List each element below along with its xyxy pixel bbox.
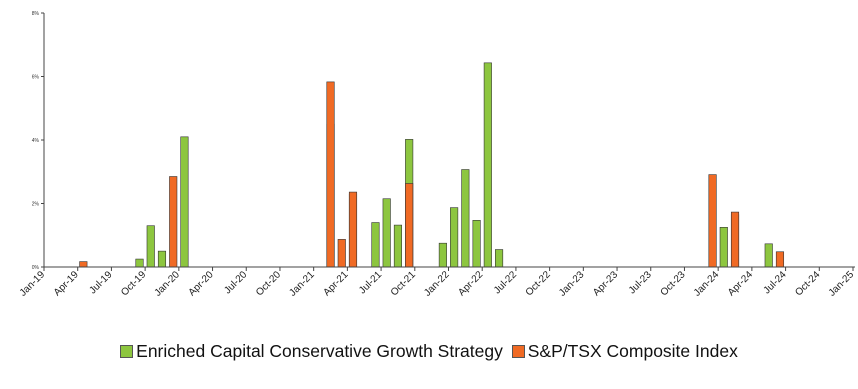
x-tick-label: Jul-20 [222, 269, 249, 296]
x-tick-label: Jan-20 [153, 269, 183, 299]
bar-series-2-mar-21 [337, 239, 346, 268]
bars [79, 62, 785, 268]
x-tick-label: Apr-22 [456, 269, 485, 298]
y-tick-label: 8% [32, 11, 40, 17]
bar-series-2-feb-21 [326, 81, 335, 268]
bar-series-2-apr-19 [79, 261, 88, 268]
y-tick-label: 4% [32, 138, 40, 144]
bar-series-1-apr-22 [483, 62, 492, 268]
x-tick-label: Apr-24 [726, 269, 755, 298]
x-tick-label: Jan-19 [18, 269, 48, 299]
legend-swatch-series-2 [511, 345, 525, 358]
x-tick-label: Jan-22 [422, 269, 452, 299]
bar-series-1-dec-21 [438, 242, 447, 268]
x-tick-label: Apr-23 [591, 269, 620, 298]
x-tick-label: Jul-24 [762, 269, 789, 296]
bar-series-2-apr-21 [348, 191, 358, 268]
bar-series-1-jul-21 [382, 198, 391, 268]
legend-item-series-1: Enriched Capital Conservative Growth Str… [120, 341, 503, 362]
x-tick-label: Jan-21 [287, 269, 317, 299]
bar-series-1-jun-21 [371, 222, 380, 268]
x-tick-label: Oct-19 [119, 269, 148, 298]
x-tick-label: Oct-22 [524, 269, 553, 298]
bar-series-1-jan-24 [719, 227, 728, 268]
bar-series-2-feb-24 [730, 211, 740, 268]
y-tick-label: 2% [32, 202, 40, 208]
bar-series-2-jun-24 [775, 251, 785, 268]
bar-series-2-dec-19 [169, 176, 178, 268]
bar-series-2-sep-21 [405, 183, 414, 268]
x-tick-label: Jul-23 [627, 269, 654, 296]
x-tick-label: Oct-21 [389, 269, 418, 298]
x-tick-label: Apr-20 [187, 269, 216, 298]
bar-series-1-may-22 [495, 249, 504, 268]
legend-item-series-2: S&P/TSX Composite Index [511, 341, 738, 362]
x-tick-label: Apr-21 [321, 269, 350, 298]
bar-series-1-sep-19 [135, 258, 144, 268]
legend-label-series-2: S&P/TSX Composite Index [527, 341, 738, 361]
bar-series-1-mar-22 [472, 220, 481, 268]
x-tick-label: Jul-22 [492, 269, 519, 296]
bar-series-1-jan-22 [450, 207, 459, 268]
legend-label-series-1: Enriched Capital Conservative Growth Str… [136, 341, 503, 361]
bar-series-1-may-24 [764, 243, 773, 268]
bar-series-1-nov-19 [157, 250, 167, 268]
x-axis: Jan-19 Apr-19 Jul-19 Oct-19 Jan-20 Apr-20 Jul-… [18, 266, 857, 299]
legend-swatch-series-1 [120, 345, 134, 358]
x-tick-label: Jan-25 [827, 269, 857, 299]
x-tick-label: Jul-21 [357, 269, 384, 296]
x-tick-label: Apr-19 [52, 269, 81, 298]
x-tick-label: Oct-20 [254, 269, 283, 298]
x-tick-label: Oct-23 [659, 269, 688, 298]
bar-series-2-dec-23 [708, 174, 717, 268]
bar-series-1-feb-22 [461, 169, 470, 268]
x-tick-label: Jul-19 [87, 269, 114, 296]
bar-series-1-jan-20 [180, 136, 189, 268]
legend: Enriched Capital Conservative Growth Str… [0, 341, 858, 362]
x-tick-label: Jan-24 [692, 269, 722, 299]
x-tick-label: Jan-23 [557, 269, 587, 299]
y-tick-label: 6% [32, 75, 40, 81]
bar-series-1-oct-19 [146, 225, 155, 268]
bar-series-1-aug-21 [393, 224, 402, 268]
y-tick-label: 0% [32, 265, 40, 271]
y-axis: 0% 2% 4% 6% 8% [32, 11, 45, 271]
x-tick-label: Oct-24 [793, 269, 822, 298]
